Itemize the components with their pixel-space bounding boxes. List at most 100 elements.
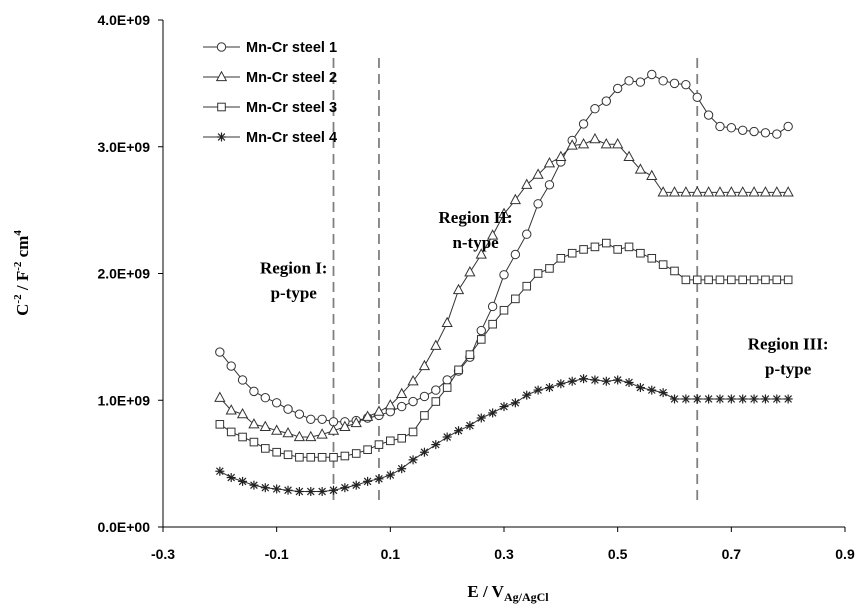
series-2: [214, 132, 794, 442]
asterisk-marker: [374, 474, 384, 484]
asterisk-marker: [226, 473, 236, 483]
asterisk-marker: [488, 408, 498, 418]
square-marker: [738, 275, 748, 285]
square-marker: [533, 269, 543, 278]
asterisk-marker: [260, 483, 270, 493]
triangle-marker: [748, 186, 760, 197]
y-axis-title-sup-3: 4: [12, 230, 24, 236]
legend-label: Mn-Cr steel 1: [246, 40, 337, 56]
x-tick-label: -0.1: [265, 546, 289, 562]
triangle-marker: [714, 186, 726, 197]
circle-marker: [772, 129, 782, 139]
square-marker: [249, 437, 259, 447]
series-1: [215, 69, 793, 427]
asterisk-marker: [681, 394, 691, 404]
y-tick-label: 0.0E+00: [97, 519, 150, 535]
x-tick-label: 0.5: [608, 546, 628, 562]
triangle-marker: [430, 339, 442, 350]
square-marker: [329, 452, 338, 462]
triangle-marker: [725, 186, 737, 197]
square-marker: [283, 450, 293, 460]
asterisk-marker: [647, 385, 657, 395]
square-marker: [545, 264, 554, 273]
y-axis-title-part-3: cm: [13, 236, 32, 262]
x-tick-label: -0.3: [151, 546, 175, 562]
triangle-marker: [612, 137, 624, 149]
square-marker: [670, 266, 679, 276]
asterisk-marker: [397, 464, 407, 474]
asterisk-marker: [704, 394, 714, 404]
circle-marker: [431, 385, 441, 395]
asterisk-marker: [692, 394, 702, 404]
y-axis-title-sup-2: -2: [12, 261, 24, 271]
legend-label: Mn-Cr steel 3: [246, 100, 337, 116]
square-marker: [624, 242, 634, 252]
circle-marker: [738, 125, 748, 135]
series-layer: [214, 69, 794, 497]
square-marker: [261, 444, 270, 453]
square-marker: [374, 440, 384, 449]
triangle-marker: [634, 163, 647, 174]
legend-item: Mn-Cr steel 2: [203, 70, 337, 86]
square-marker: [215, 420, 225, 429]
region-label-line: Region I:: [260, 259, 328, 278]
circle-marker: [749, 126, 759, 137]
triangle-marker: [327, 424, 340, 435]
series-3: [215, 238, 793, 462]
square-marker: [397, 433, 406, 443]
circle-marker: [647, 69, 657, 80]
y-tick-label: 2.0E+09: [97, 266, 150, 282]
asterisk-marker: [670, 394, 679, 404]
circle-marker: [533, 199, 543, 209]
triangle-marker: [441, 316, 453, 328]
triangle-marker: [236, 407, 249, 419]
asterisk-marker: [726, 394, 736, 404]
triangle-marker: [407, 374, 419, 386]
square-marker: [386, 436, 395, 446]
region-label-line: p-type: [765, 360, 812, 379]
triangle-marker: [464, 265, 476, 277]
asterisk-marker: [419, 447, 429, 457]
asterisk-marker: [556, 379, 566, 389]
square-marker: [715, 275, 725, 285]
x-axis-title: E / VAg/AgCl: [467, 582, 549, 604]
circle-marker: [522, 229, 532, 239]
legend: Mn-Cr steel 1 Mn-Cr steel 2 Mn-Cr steel 3 M…: [203, 40, 337, 146]
triangle-marker: [737, 186, 749, 197]
triangle-marker: [759, 186, 772, 197]
asterisk-marker: [431, 440, 441, 450]
square-marker: [420, 411, 429, 420]
triangle-marker: [282, 426, 294, 438]
square-marker: [567, 248, 577, 258]
square-marker: [727, 275, 736, 285]
asterisk-marker: [544, 383, 554, 393]
square-marker: [217, 102, 226, 112]
circle-marker: [317, 414, 327, 424]
square-marker: [658, 260, 668, 269]
asterisk-marker: [249, 480, 259, 490]
circle-marker: [419, 391, 430, 402]
circle-marker: [624, 76, 634, 86]
asterisk-marker: [635, 383, 645, 393]
triangle-marker: [555, 150, 567, 161]
triangle-marker: [475, 248, 487, 259]
region-label-line: Region II:: [439, 208, 513, 227]
legend-label: Mn-Cr steel 2: [246, 70, 337, 86]
asterisk-marker: [510, 398, 520, 408]
asterisk-marker: [522, 390, 532, 400]
y-axis-title: C-2 / F-2 cm4: [12, 230, 32, 316]
region-label-line: n-type: [452, 233, 499, 252]
asterisk-marker: [351, 480, 361, 490]
square-marker: [442, 383, 452, 392]
y-tick-label: 4.0E+09: [97, 12, 150, 28]
asterisk-marker: [215, 466, 225, 476]
triangle-marker: [566, 139, 578, 150]
circle-marker: [669, 78, 680, 89]
triangle-marker: [486, 229, 499, 240]
triangle-marker: [259, 420, 271, 431]
circle-marker: [715, 121, 725, 132]
triangle-marker: [452, 283, 465, 295]
circle-marker: [226, 361, 236, 371]
region-label: Region II: n-type: [439, 208, 513, 252]
